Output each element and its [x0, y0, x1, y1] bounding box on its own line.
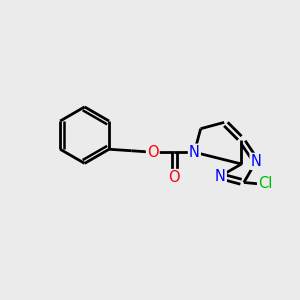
- Text: N: N: [189, 145, 200, 160]
- Text: N: N: [250, 154, 262, 169]
- Text: Cl: Cl: [258, 176, 272, 191]
- Text: O: O: [147, 145, 159, 160]
- Text: N: N: [215, 169, 226, 184]
- Text: O: O: [168, 170, 180, 185]
